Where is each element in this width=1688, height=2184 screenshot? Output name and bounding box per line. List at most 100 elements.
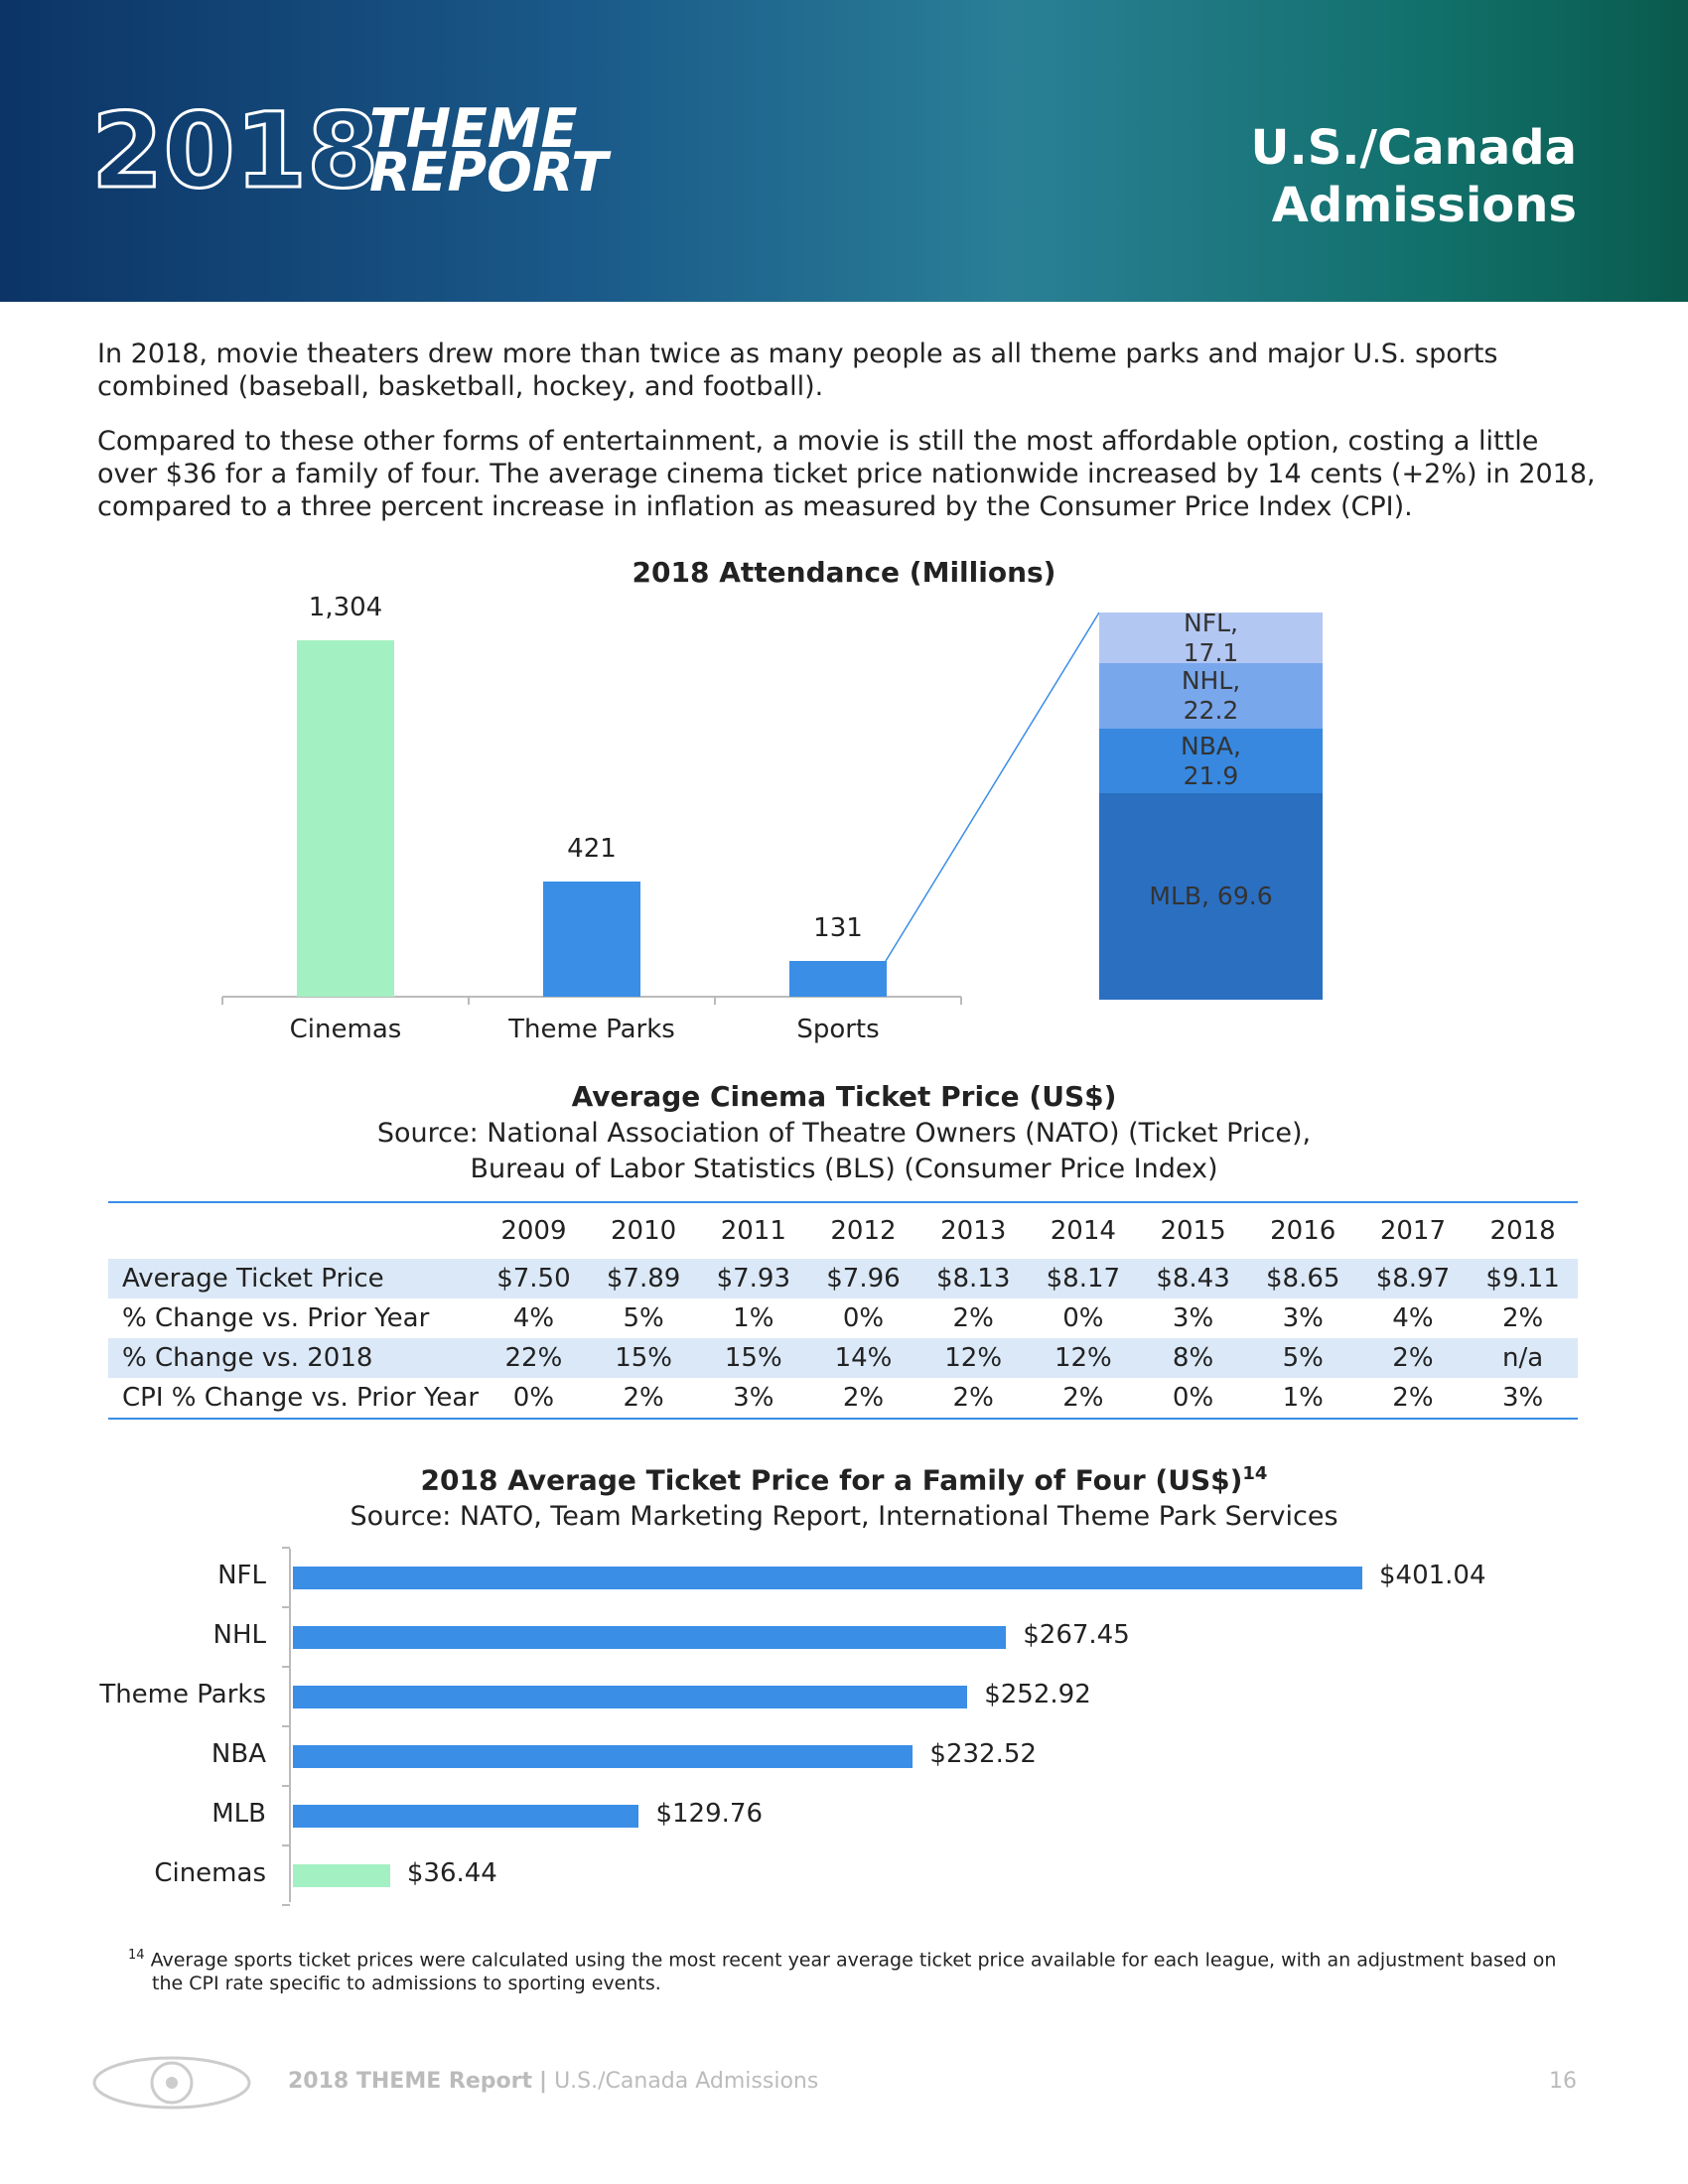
- column-header: 2015: [1160, 1216, 1226, 1246]
- table-cell: $7.89: [606, 1264, 681, 1294]
- segment-label: NFL, 17.1: [1183, 608, 1239, 667]
- header-row: 2009 2010 2011 2012 2013 2014 2015 2016 2017 2018: [108, 1202, 1578, 1259]
- row-label: % Change vs. 2018: [122, 1343, 373, 1373]
- axis-tick: [282, 1666, 290, 1668]
- table-source: Source: National Association of Theatre …: [376, 1118, 1312, 1149]
- category-label: MLB: [211, 1799, 266, 1829]
- value-label: 421: [567, 834, 617, 865]
- column-header: 2012: [830, 1216, 897, 1246]
- table-row: % Change vs. Prior Year 4% 5% 1% 0% 2% 0% 3% 3% 4…: [108, 1298, 1578, 1338]
- paragraph: Compared to these other forms of enterta…: [97, 426, 1596, 522]
- category-label: Sports: [796, 1015, 880, 1044]
- table-cell: 4%: [1392, 1303, 1434, 1333]
- category-label: Cinemas: [289, 1015, 402, 1044]
- value-label: $252.92: [984, 1680, 1091, 1709]
- table-cell: 5%: [623, 1303, 664, 1333]
- corner-cell: [108, 1202, 479, 1259]
- table-cell: 15%: [615, 1343, 672, 1373]
- table-cell: 0%: [512, 1383, 555, 1413]
- value-label: $401.04: [1379, 1561, 1486, 1590]
- axis-tick: [282, 1785, 290, 1787]
- table-cell: $9.11: [1485, 1264, 1560, 1294]
- column-header: 2010: [611, 1216, 677, 1246]
- value-label: 1,304: [308, 593, 383, 622]
- column-header: 2011: [720, 1216, 786, 1246]
- table-cell: 0%: [842, 1303, 885, 1333]
- table-cell: 3%: [733, 1383, 774, 1413]
- chart-title: 2018 Average Ticket Price for a Family o…: [0, 1463, 1688, 1496]
- page-title: U.S./Canada Admissions: [1251, 119, 1577, 234]
- chart-subtitle: Source: NATO, Team Marketing Report, Int…: [350, 1501, 1338, 1532]
- title-line: U.S./Canada: [1250, 120, 1577, 176]
- column-header: 2009: [500, 1216, 567, 1246]
- table-cell: 14%: [834, 1343, 893, 1373]
- table-cell: 8%: [1172, 1343, 1214, 1373]
- value-label: $129.76: [655, 1799, 763, 1829]
- segment-label: NHL, 22.2: [1181, 666, 1241, 726]
- column-header: 2017: [1379, 1216, 1446, 1246]
- bar: [293, 1863, 390, 1887]
- footer-text: 2018 THEME Report | U.S./Canada Admissio…: [288, 2069, 818, 2094]
- table-cell: $7.96: [826, 1264, 901, 1294]
- footer-brand: 2018 THEME Report: [288, 2069, 533, 2094]
- title-superscript: 14: [1242, 1463, 1268, 1484]
- footnote-marker: 14: [128, 1948, 145, 1963]
- table-cell: 15%: [724, 1343, 782, 1373]
- row-label: Average Ticket Price: [122, 1264, 384, 1294]
- title-line: Admissions: [1271, 178, 1577, 233]
- axis-tick: [282, 1844, 290, 1846]
- stack-segment: MLB, 69.6: [1099, 793, 1323, 1000]
- bar: [293, 1744, 914, 1768]
- stack-segment: NBA, 21.9: [1099, 729, 1323, 794]
- table-cell: 12%: [1054, 1343, 1112, 1373]
- header-banner: 2018 THEME REPORT U.S./Canada Admissions: [0, 0, 1688, 302]
- column-header: 2016: [1270, 1216, 1336, 1246]
- table-cell: 4%: [512, 1303, 555, 1333]
- bar: [293, 1804, 639, 1828]
- table-cell: $8.13: [935, 1264, 1011, 1294]
- table-title: Average Cinema Ticket Price (US$): [571, 1080, 1117, 1113]
- category-label: Theme Parks: [99, 1680, 266, 1709]
- table-row: Average Ticket Price $7.50 $7.89 $7.93 $7.96…: [108, 1259, 1578, 1298]
- table-cell: $7.93: [716, 1264, 790, 1294]
- table-row: % Change vs. 2018 22% 15% 15% 14% 12% 12% 8% 5% 2…: [108, 1338, 1578, 1378]
- table-cell: $8.97: [1375, 1264, 1451, 1294]
- axis-tick: [282, 1547, 290, 1549]
- table-cell: 12%: [944, 1343, 1003, 1373]
- table-cell: 2%: [842, 1383, 885, 1413]
- footnote: 14 Average sports ticket prices were cal…: [128, 1944, 1582, 1995]
- logo-word: REPORT: [369, 141, 608, 205]
- column-header: 2018: [1489, 1216, 1556, 1246]
- logo-year: 2018: [89, 90, 379, 211]
- row-label: % Change vs. Prior Year: [122, 1303, 430, 1333]
- category-label: NBA: [211, 1739, 266, 1769]
- segment-label: MLB, 69.6: [1149, 882, 1273, 911]
- bar: [293, 1685, 968, 1708]
- axis-tick: [282, 1606, 290, 1608]
- table-cell: n/a: [1502, 1343, 1544, 1373]
- segment-label: NBA, 21.9: [1181, 731, 1241, 790]
- table-cell: 2%: [952, 1383, 994, 1413]
- table-cell: 3%: [1502, 1383, 1544, 1413]
- table-cell: 2%: [1062, 1383, 1104, 1413]
- bar: [543, 882, 640, 997]
- axis-tick: [282, 1725, 290, 1727]
- table-row: CPI % Change vs. Prior Year 0% 2% 3% 2% 2% 2% 0…: [108, 1378, 1578, 1419]
- bar: [789, 960, 887, 997]
- logo-words: THEME REPORT: [369, 97, 608, 205]
- table-cell: 1%: [1282, 1383, 1324, 1413]
- price-table: 2009 2010 2011 2012 2013 2014 2015 2016 2017 2018…: [108, 1201, 1578, 1420]
- footnote-text: Average sports ticket prices were calcul…: [150, 1949, 1557, 1995]
- title-text: 2018 Average Ticket Price for a Family o…: [420, 1463, 1243, 1497]
- logo-word: THEME: [369, 97, 578, 160]
- table-cell: 0%: [1062, 1303, 1104, 1333]
- row-label: CPI % Change vs. Prior Year: [122, 1383, 480, 1413]
- value-label: $36.44: [406, 1858, 497, 1888]
- table-cell: 5%: [1282, 1343, 1324, 1373]
- footer-logo: [92, 2056, 251, 2110]
- table-cell: 22%: [504, 1343, 563, 1373]
- connector-line: [885, 612, 1100, 962]
- table-cell: 1%: [733, 1303, 774, 1333]
